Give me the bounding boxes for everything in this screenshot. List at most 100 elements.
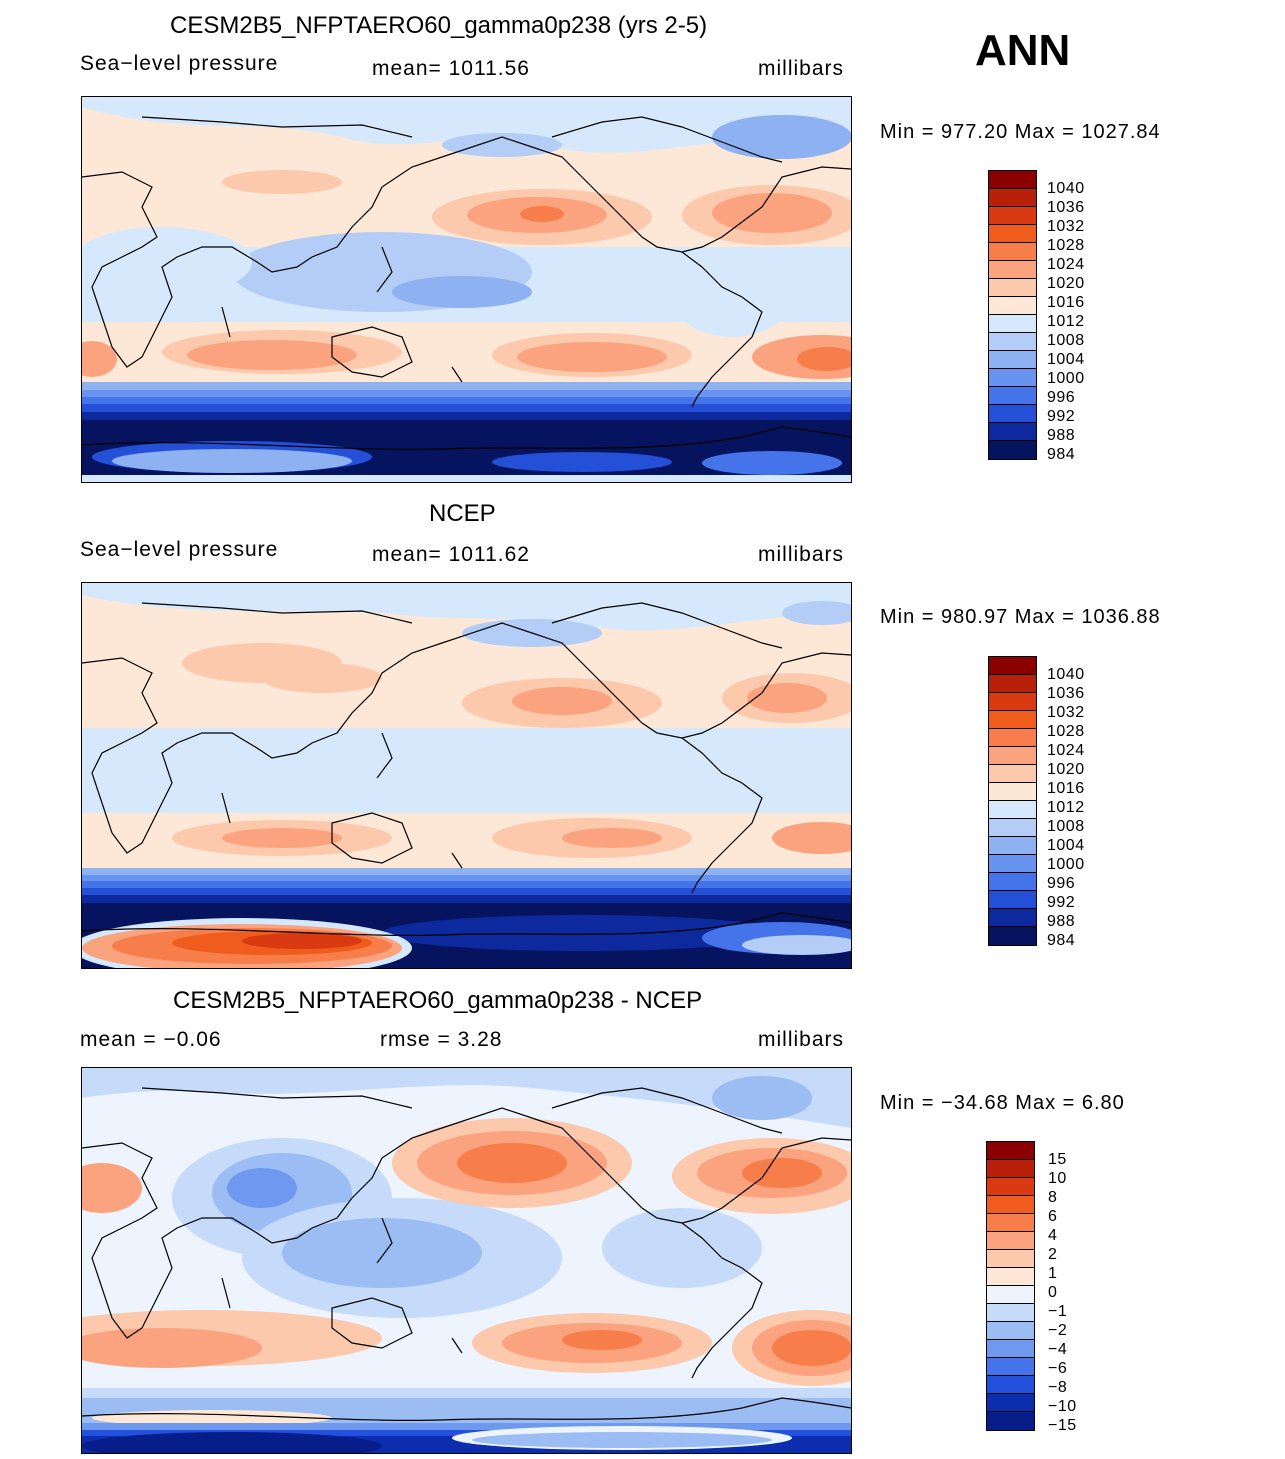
colorbar-swatch (989, 171, 1036, 189)
panel3-mean-label: mean = −0.06 (80, 1028, 222, 1051)
colorbar-swatch (989, 297, 1036, 315)
colorbar-swatch (987, 1160, 1034, 1178)
panel1-mean-label: mean= 1011.56 (372, 57, 530, 80)
colorbar-level-label: −15 (1048, 1417, 1077, 1434)
colorbar-swatch (987, 1322, 1034, 1340)
panel2-units-label: millibars (758, 543, 845, 566)
model-slp-map (81, 96, 852, 483)
colorbar-swatch (989, 891, 1036, 909)
colorbar-level-label: 1020 (1047, 761, 1085, 778)
colorbar-level-label: −1 (1048, 1303, 1068, 1320)
colorbar-panel2 (988, 656, 1037, 946)
colorbar-swatch (989, 243, 1036, 261)
colorbar-swatch (989, 657, 1036, 675)
colorbar-level-label: 6 (1048, 1208, 1058, 1225)
colorbar-swatch (987, 1394, 1034, 1412)
colorbar-swatch (987, 1142, 1034, 1160)
colorbar-level-label: 8 (1048, 1189, 1058, 1206)
colorbar-level-label: 1032 (1047, 218, 1085, 235)
colorbar-swatch (989, 225, 1036, 243)
colorbar-level-label: 10 (1048, 1170, 1067, 1187)
colorbar-level-label: 1016 (1047, 294, 1085, 311)
colorbar-level-label: 1016 (1047, 780, 1085, 797)
colorbar-level-label: 996 (1047, 389, 1076, 406)
panel3-minmax-label: Min = −34.68 Max = 6.80 (880, 1092, 1125, 1114)
panel2-title: NCEP (429, 500, 496, 527)
colorbar-swatch (989, 387, 1036, 405)
panel1-title: CESM2B5_NFPTAERO60_gamma0p238 (yrs 2-5) (170, 12, 708, 39)
colorbar-swatch (987, 1412, 1034, 1430)
colorbar-level-label: −8 (1048, 1379, 1068, 1396)
colorbar-level-label: 996 (1047, 875, 1076, 892)
colorbar-level-label: −4 (1048, 1341, 1068, 1358)
colorbar-level-label: 1008 (1047, 818, 1085, 835)
colorbar-swatch (989, 909, 1036, 927)
panel3-units-label: millibars (758, 1028, 845, 1051)
colorbar-level-label: 984 (1047, 932, 1076, 949)
colorbar-swatch (987, 1376, 1034, 1394)
colorbar-swatch (989, 711, 1036, 729)
colorbar-level-label: 1012 (1047, 313, 1085, 330)
colorbar-level-label: 992 (1047, 408, 1076, 425)
colorbar-level-label: −2 (1048, 1322, 1068, 1339)
colorbar-level-label: 1012 (1047, 799, 1085, 816)
colorbar-swatch (987, 1196, 1034, 1214)
colorbar-swatch (987, 1268, 1034, 1286)
colorbar-swatch (989, 747, 1036, 765)
colorbar-swatch (989, 927, 1036, 945)
colorbar-swatch (989, 333, 1036, 351)
panel2-mean-label: mean= 1011.62 (372, 543, 530, 566)
colorbar-swatch (989, 837, 1036, 855)
difference-slp-map (81, 1067, 852, 1454)
colorbar-swatch (987, 1214, 1034, 1232)
colorbar-level-label: 988 (1047, 427, 1076, 444)
panel1-minmax-label: Min = 977.20 Max = 1027.84 (880, 121, 1161, 143)
colorbar-swatch (989, 261, 1036, 279)
colorbar-level-label: 1004 (1047, 837, 1085, 854)
colorbar-swatch (987, 1358, 1034, 1376)
colorbar-level-label: 984 (1047, 446, 1076, 463)
colorbar-swatch (987, 1232, 1034, 1250)
colorbar-swatch (989, 693, 1036, 711)
colorbar-level-label: 1040 (1047, 180, 1085, 197)
colorbar-level-label: 1036 (1047, 685, 1085, 702)
panel3-rmse-label: rmse = 3.28 (380, 1028, 503, 1051)
colorbar-level-label: 2 (1048, 1246, 1058, 1263)
colorbar-swatch (989, 207, 1036, 225)
colorbar-panel3 (986, 1141, 1035, 1431)
colorbar-level-label: 992 (1047, 894, 1076, 911)
colorbar-level-label: 1028 (1047, 237, 1085, 254)
colorbar-swatch (989, 423, 1036, 441)
colorbar-level-label: 1 (1048, 1265, 1058, 1282)
colorbar-level-label: 1004 (1047, 351, 1085, 368)
ncep-slp-contours (82, 583, 851, 968)
colorbar-level-label: 1032 (1047, 704, 1085, 721)
panel2-variable-label: Sea−level pressure (80, 538, 279, 561)
colorbar-level-label: 4 (1048, 1227, 1058, 1244)
colorbar-swatch (989, 729, 1036, 747)
panel1-units-label: millibars (758, 57, 845, 80)
colorbar-swatch (989, 189, 1036, 207)
colorbar-level-label: 1036 (1047, 199, 1085, 216)
colorbar-swatch (989, 351, 1036, 369)
colorbar-level-label: 1020 (1047, 275, 1085, 292)
colorbar-swatch (989, 873, 1036, 891)
colorbar-swatch (989, 783, 1036, 801)
colorbar-swatch (989, 819, 1036, 837)
colorbar-level-label: 0 (1048, 1284, 1058, 1301)
colorbar-level-label: −10 (1048, 1398, 1077, 1415)
colorbar-level-label: 988 (1047, 913, 1076, 930)
colorbar-swatch (989, 675, 1036, 693)
colorbar-swatch (989, 765, 1036, 783)
colorbar-level-label: 15 (1048, 1151, 1067, 1168)
colorbar-swatch (989, 855, 1036, 873)
colorbar-level-label: 1040 (1047, 666, 1085, 683)
colorbar-panel1 (988, 170, 1037, 460)
colorbar-level-label: 1008 (1047, 332, 1085, 349)
colorbar-swatch (989, 369, 1036, 387)
panel2-minmax-label: Min = 980.97 Max = 1036.88 (880, 606, 1161, 628)
colorbar-swatch (987, 1178, 1034, 1196)
colorbar-swatch (989, 801, 1036, 819)
colorbar-level-label: 1024 (1047, 742, 1085, 759)
colorbar-level-label: 1000 (1047, 370, 1085, 387)
